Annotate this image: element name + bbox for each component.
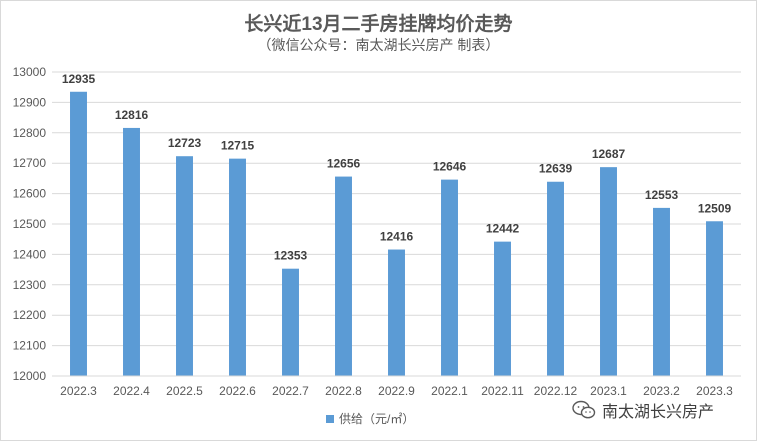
data-label: 12646 bbox=[433, 160, 467, 174]
data-label: 12687 bbox=[592, 147, 626, 161]
y-tick-label: 12700 bbox=[13, 156, 47, 170]
x-tick-label: 2022.9 bbox=[378, 384, 415, 398]
x-tick-label: 2022.3 bbox=[60, 384, 97, 398]
bar bbox=[70, 91, 87, 376]
x-tick-label: 2022.5 bbox=[166, 384, 203, 398]
bar bbox=[653, 207, 670, 376]
bar bbox=[600, 167, 617, 376]
legend-label: 供给（元/㎡） bbox=[339, 412, 415, 426]
chart-title: 长兴近13月二手房挂牌均价走势 bbox=[244, 14, 513, 35]
y-tick-label: 12400 bbox=[13, 247, 47, 261]
x-tick-label: 2023.3 bbox=[696, 384, 733, 398]
watermark-text: 南太湖长兴房产 bbox=[602, 404, 715, 421]
bar bbox=[335, 176, 352, 376]
chart-subtitle: （微信公众号：南太湖长兴房产 制表） bbox=[257, 37, 500, 53]
legend-swatch bbox=[326, 414, 334, 423]
y-tick-label: 12500 bbox=[13, 217, 47, 231]
x-tick-label: 2023.2 bbox=[643, 384, 680, 398]
x-tick-label: 2022.11 bbox=[481, 384, 524, 398]
bar bbox=[441, 179, 458, 376]
bar bbox=[229, 158, 246, 376]
y-tick-label: 12200 bbox=[13, 308, 47, 322]
wechat-icon bbox=[572, 400, 596, 419]
bar bbox=[282, 268, 299, 376]
data-label: 12353 bbox=[274, 249, 308, 263]
data-label: 12816 bbox=[115, 108, 149, 122]
data-label: 12509 bbox=[698, 201, 732, 215]
y-tick-label: 12000 bbox=[13, 369, 47, 383]
bar bbox=[706, 221, 723, 376]
watermark: 南太湖长兴房产 bbox=[572, 398, 714, 422]
x-tick-label: 2022.8 bbox=[325, 384, 362, 398]
y-tick-label: 12300 bbox=[13, 278, 47, 292]
x-tick-label: 2022.12 bbox=[534, 384, 578, 398]
y-tick-label: 12100 bbox=[13, 339, 47, 353]
data-labels: 12935 12816 12723 12715 12353 12656 12416 12646… bbox=[62, 72, 732, 263]
x-tick-label: 2022.1 bbox=[431, 384, 468, 398]
bars bbox=[70, 91, 723, 376]
y-tick-label: 12600 bbox=[13, 187, 47, 201]
data-label: 12553 bbox=[645, 188, 679, 202]
y-tick-label: 12800 bbox=[13, 126, 47, 140]
data-label: 12416 bbox=[380, 230, 414, 244]
y-tick-label: 12900 bbox=[13, 95, 47, 109]
data-label: 12715 bbox=[221, 139, 255, 153]
x-axis-ticks: 2022.3 2022.4 2022.5 2022.6 2022.7 2022.8 2022… bbox=[60, 384, 733, 398]
bar bbox=[547, 181, 564, 376]
bar bbox=[176, 156, 193, 376]
bar bbox=[494, 241, 511, 376]
y-axis-ticks: 12000 12100 12200 12300 12400 12500 12600 12700… bbox=[13, 65, 47, 383]
legend: 供给（元/㎡） bbox=[326, 410, 414, 427]
data-label: 12935 bbox=[62, 72, 96, 86]
x-tick-label: 2022.6 bbox=[219, 384, 256, 398]
data-label: 12442 bbox=[486, 222, 520, 236]
data-label: 12639 bbox=[539, 162, 573, 176]
x-tick-label: 2022.4 bbox=[113, 384, 150, 398]
x-tick-label: 2023.1 bbox=[590, 384, 627, 398]
data-label: 12723 bbox=[168, 136, 202, 150]
bar bbox=[388, 249, 405, 376]
data-label: 12656 bbox=[327, 157, 361, 171]
y-tick-label: 13000 bbox=[13, 65, 47, 79]
bar bbox=[123, 127, 140, 376]
x-tick-label: 2022.7 bbox=[272, 384, 309, 398]
